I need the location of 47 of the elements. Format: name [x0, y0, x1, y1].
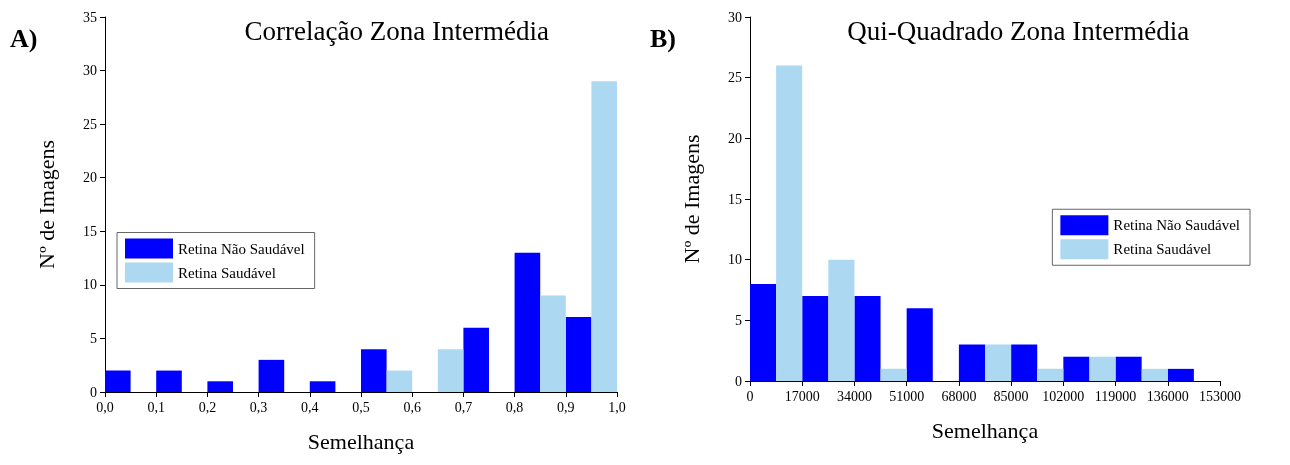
y-tick-label: 15 — [83, 223, 97, 239]
x-tick-label: 102000 — [1042, 388, 1085, 404]
legend-label: Retina Não Saudável — [1113, 217, 1241, 234]
x-tick-label: 153000 — [1199, 388, 1241, 404]
y-tick-label: 15 — [728, 191, 742, 207]
chart-title: Qui-Quadrado Zona Intermédia — [847, 15, 1190, 46]
x-tick-label: 51000 — [889, 388, 925, 404]
y-tick-label: 25 — [83, 116, 97, 132]
y-tick-label: 25 — [728, 70, 742, 86]
x-tick-label: 0,2 — [198, 399, 217, 415]
x-tick-label: 34000 — [836, 388, 872, 404]
y-tick-label: 20 — [728, 130, 742, 146]
x-tick-label: 68000 — [941, 388, 977, 404]
x-tick-label: 0,0 — [96, 399, 114, 415]
x-tick-label: 0,5 — [352, 399, 370, 415]
x-tick-label: 136000 — [1146, 388, 1189, 404]
y-tick-label: 35 — [83, 9, 97, 25]
y-tick-label: 30 — [728, 9, 742, 25]
legend-label: Retina Saudável — [1113, 241, 1212, 258]
x-tick-label: 0,6 — [403, 399, 421, 415]
y-tick-label: 20 — [83, 170, 97, 186]
y-axis-title: Nº de Imagens — [33, 139, 59, 270]
x-tick-label: 119000 — [1094, 388, 1137, 404]
x-tick-label: 0 — [746, 388, 754, 404]
x-tick-label: 17000 — [784, 388, 820, 404]
y-tick-label: 10 — [83, 277, 97, 293]
chart-title: Correlação Zona Intermédia — [244, 15, 549, 46]
y-tick-label: 10 — [728, 252, 742, 268]
text: A) — [10, 23, 38, 53]
x-tick-label: 0,3 — [249, 399, 268, 415]
x-axis-title: Semelhança — [931, 417, 1039, 443]
y-tick-label: 0 — [735, 373, 742, 389]
y-tick-label: 5 — [735, 312, 742, 328]
x-tick-label: 1,0 — [608, 399, 626, 415]
legend-label: Retina Saudável — [178, 264, 276, 281]
y-tick-label: 30 — [83, 63, 97, 79]
x-tick-label: 0,9 — [557, 399, 575, 415]
x-axis-title: Semelhança — [307, 428, 415, 454]
y-tick-label: 5 — [90, 330, 97, 346]
legend-label: Retina Não Saudável — [178, 240, 305, 257]
text: B) — [650, 23, 676, 53]
x-tick-label: 0,4 — [301, 399, 319, 415]
x-tick-label: 0,7 — [454, 399, 473, 415]
x-tick-label: 0,1 — [147, 399, 165, 415]
x-tick-label: 0,8 — [505, 399, 524, 415]
x-tick-label: 85000 — [993, 388, 1029, 404]
y-axis-title: Nº de Imagens — [678, 134, 704, 264]
